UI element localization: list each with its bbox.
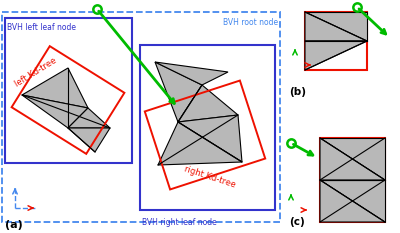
Polygon shape — [320, 138, 385, 180]
Text: right Kd-tree: right Kd-tree — [183, 164, 237, 190]
Text: (c): (c) — [289, 217, 305, 227]
Bar — [2, 12, 280, 222]
Polygon shape — [22, 68, 88, 108]
Polygon shape — [68, 108, 110, 128]
Polygon shape — [178, 115, 242, 162]
Polygon shape — [305, 41, 367, 70]
Text: BVH right leaf node: BVH right leaf node — [142, 218, 217, 227]
Polygon shape — [305, 12, 367, 41]
Text: BVH left leaf node: BVH left leaf node — [7, 23, 76, 32]
Polygon shape — [158, 122, 242, 165]
Polygon shape — [22, 95, 88, 128]
Text: (b): (b) — [289, 87, 306, 97]
Text: BVH root node: BVH root node — [223, 18, 278, 27]
Bar — [320, 138, 385, 222]
Polygon shape — [320, 180, 385, 222]
Polygon shape — [320, 180, 385, 222]
Polygon shape — [155, 62, 202, 122]
Bar — [5, 18, 132, 163]
Polygon shape — [305, 12, 367, 41]
Text: left Kd-tree: left Kd-tree — [14, 56, 58, 88]
Bar — [12, 46, 124, 154]
Polygon shape — [68, 128, 110, 152]
Bar — [145, 81, 265, 189]
Text: (a): (a) — [5, 220, 23, 230]
Polygon shape — [320, 138, 385, 180]
Polygon shape — [155, 62, 228, 85]
Polygon shape — [178, 85, 238, 122]
Bar — [140, 45, 275, 210]
Bar — [305, 12, 367, 70]
